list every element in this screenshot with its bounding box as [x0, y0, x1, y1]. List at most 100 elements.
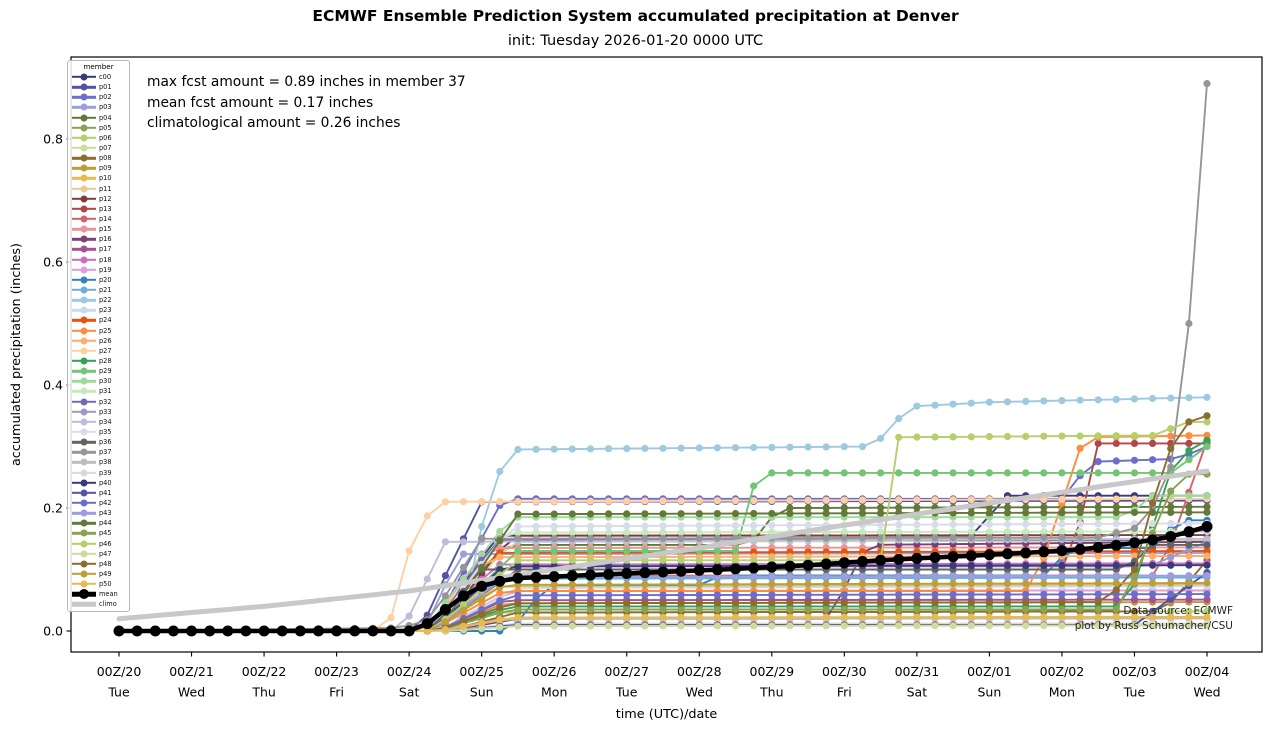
x-tick-dayname: Sat	[907, 685, 928, 700]
legend-swatch-p41	[72, 488, 96, 498]
legend-entry-p38: p38	[68, 457, 129, 467]
legend-label-p29: p29	[99, 367, 112, 376]
legend-swatch-p22	[72, 295, 96, 305]
legend-entry-mean: mean	[68, 589, 129, 600]
y-tick-label: 0.8	[43, 131, 63, 146]
x-tick-label: 00Z/24	[387, 664, 432, 679]
x-tick-dayname: Sat	[399, 685, 420, 700]
x-tick-dayname: Tue	[1123, 685, 1146, 700]
legend-swatch-p26	[72, 336, 96, 346]
legend-label-p15: p15	[99, 225, 112, 234]
legend-label-p48: p48	[99, 559, 112, 568]
legend-label-p39: p39	[99, 468, 112, 477]
legend-label-p08: p08	[99, 154, 112, 163]
legend-entry-p30: p30	[68, 376, 129, 386]
legend-entry-p45: p45	[68, 528, 129, 538]
legend-label-p31: p31	[99, 387, 112, 396]
legend-swatch-p49	[72, 569, 96, 579]
legend-swatch-p50	[72, 579, 96, 589]
legend-entry-p26: p26	[68, 336, 129, 346]
legend-swatch-p21	[72, 285, 96, 295]
forecast-summary: max fcst amount = 0.89 inches in member …	[147, 72, 466, 134]
legend-entry-p41: p41	[68, 488, 129, 498]
legend-entry-p17: p17	[68, 244, 129, 254]
x-tick-dayname: Thu	[759, 685, 783, 700]
legend-swatch-p40	[72, 478, 96, 488]
chart-title: ECMWF Ensemble Prediction System accumul…	[312, 7, 959, 25]
legend-label-p27: p27	[99, 346, 112, 355]
legend-label-p33: p33	[99, 407, 112, 416]
legend-label-p19: p19	[99, 265, 112, 274]
legend-swatch-p11	[72, 184, 96, 194]
legend-label-p32: p32	[99, 397, 112, 406]
y-tick-label: 0.0	[43, 623, 63, 638]
series-p47	[115, 621, 1211, 635]
legend-swatch-p05	[72, 123, 96, 133]
legend-entry-p10: p10	[68, 173, 129, 183]
legend-entry-p42: p42	[68, 498, 129, 508]
legend-label-p36: p36	[99, 438, 112, 447]
legend-entry-p11: p11	[68, 184, 129, 194]
legend-label-p46: p46	[99, 539, 112, 548]
legend-entry-p16: p16	[68, 234, 129, 244]
legend-label-p02: p02	[99, 93, 112, 102]
legend-entry-p06: p06	[68, 133, 129, 143]
legend-label-p30: p30	[99, 377, 112, 386]
legend-label-p23: p23	[99, 306, 112, 315]
legend-label-climo: climo	[99, 600, 117, 609]
legend-entry-p44: p44	[68, 518, 129, 528]
legend-entry-p29: p29	[68, 366, 129, 376]
x-tick-label: 00Z/31	[895, 664, 940, 679]
legend-entry-p21: p21	[68, 285, 129, 295]
legend-swatch-p32	[72, 397, 96, 407]
legend-entry-p12: p12	[68, 194, 129, 204]
legend-entry-p32: p32	[68, 397, 129, 407]
watermark: Data source: ECMWF plot by Russ Schumach…	[1075, 604, 1233, 634]
x-tick-dayname: Mon	[541, 685, 567, 700]
legend-swatch-p13	[72, 204, 96, 214]
legend-label-mean: mean	[99, 590, 118, 599]
legend-entry-p13: p13	[68, 204, 129, 214]
legend-swatch-p46	[72, 539, 96, 549]
legend-label-p34: p34	[99, 417, 112, 426]
legend-entry-p33: p33	[68, 407, 129, 417]
legend-label-p45: p45	[99, 529, 112, 538]
legend-entry-p01: p01	[68, 82, 129, 92]
legend-swatch-p14	[72, 214, 96, 224]
legend-label-p42: p42	[99, 498, 112, 507]
legend-entry-p35: p35	[68, 427, 129, 437]
legend-swatch-p45	[72, 528, 96, 538]
legend-entry-p50: p50	[68, 579, 129, 589]
y-tick-label: 0.4	[43, 377, 63, 392]
mean-forecast-text: mean fcst amount = 0.17 inches	[147, 94, 374, 111]
legend-label-p20: p20	[99, 275, 112, 284]
legend-entry-p39: p39	[68, 467, 129, 477]
x-tick-label: 00Z/01	[967, 664, 1012, 679]
legend-entry-p40: p40	[68, 478, 129, 488]
x-tick-dayname: Mon	[1049, 685, 1075, 700]
legend-label-p26: p26	[99, 336, 112, 345]
member-legend: member c00 p01 p02 p03 p04 p05 p06 p07 p08 p09 p10…	[67, 60, 130, 613]
legend-label-p13: p13	[99, 204, 112, 213]
legend-entry-p36: p36	[68, 437, 129, 447]
legend-label-p04: p04	[99, 113, 112, 122]
climatology-text: climatological amount = 0.26 inches	[147, 115, 401, 132]
legend-label-p43: p43	[99, 509, 112, 518]
max-forecast-text: max fcst amount = 0.89 inches in member …	[147, 74, 466, 90]
legend-label-p28: p28	[99, 357, 112, 365]
x-tick-label: 00Z/22	[242, 664, 287, 679]
legend-swatch-p48	[72, 559, 96, 569]
legend-label-p06: p06	[99, 133, 112, 142]
legend-swatch-p30	[72, 376, 96, 386]
legend-entry-p23: p23	[68, 305, 129, 315]
legend-label-p16: p16	[99, 235, 112, 244]
legend-label-p47: p47	[99, 549, 112, 558]
legend-swatch-p28	[72, 356, 96, 366]
y-axis-label: accumulated precipitation (inches)	[9, 243, 24, 466]
legend-swatch-p23	[72, 305, 96, 315]
legend-label-p11: p11	[99, 184, 112, 193]
legend-entry-p25: p25	[68, 326, 129, 336]
y-tick-label: 0.6	[43, 254, 63, 269]
legend-entry-climo: climo	[68, 599, 129, 609]
